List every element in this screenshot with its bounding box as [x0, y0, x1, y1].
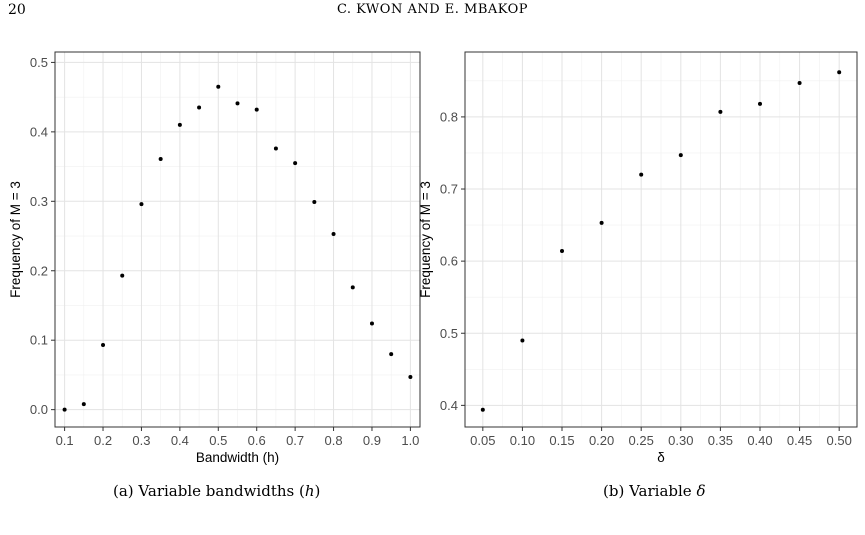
- x-tick-label: 0.5: [209, 433, 227, 448]
- y-tick-label: 0.2: [30, 263, 48, 278]
- data-point: [216, 84, 221, 89]
- x-tick-label: 0.4: [171, 433, 189, 448]
- data-point: [331, 231, 336, 236]
- y-tick-label: 0.4: [30, 124, 48, 139]
- data-point: [235, 101, 240, 106]
- y-tick-label: 0.5: [440, 326, 458, 341]
- x-tick-label: 0.7: [286, 433, 304, 448]
- data-point: [158, 156, 163, 161]
- x-tick-label: 0.05: [470, 433, 495, 448]
- x-tick-label: 0.50: [827, 433, 852, 448]
- y-tick-label: 0.8: [440, 109, 458, 124]
- x-tick-label: 0.40: [747, 433, 772, 448]
- data-point: [678, 153, 683, 158]
- data-point: [293, 161, 298, 166]
- caption-a-prefix: (a) Variable bandwidths (: [113, 482, 305, 500]
- data-point: [120, 273, 125, 278]
- data-point: [312, 200, 317, 204]
- data-point: [599, 220, 604, 225]
- data-point: [837, 70, 842, 75]
- x-tick-label: 0.15: [549, 433, 574, 448]
- data-point: [273, 146, 278, 151]
- data-point: [369, 321, 374, 326]
- y-tick-label: 0.5: [30, 55, 48, 70]
- x-tick-label: 0.3: [132, 433, 150, 448]
- data-point: [480, 407, 485, 412]
- x-axis-title: Bandwidth (h): [196, 450, 279, 465]
- data-point: [639, 172, 644, 177]
- y-tick-label: 0.3: [30, 194, 48, 209]
- data-point: [139, 202, 144, 207]
- data-point: [197, 105, 202, 110]
- x-tick-label: 0.30: [668, 433, 693, 448]
- data-point: [177, 122, 182, 127]
- x-tick-label: 0.25: [629, 433, 654, 448]
- y-tick-label: 0.0: [30, 402, 48, 417]
- data-point: [62, 407, 67, 412]
- data-point: [718, 109, 723, 114]
- data-point: [757, 101, 762, 106]
- x-tick-label: 0.1: [56, 433, 74, 448]
- data-point: [797, 81, 802, 86]
- x-tick-label: 0.9: [363, 433, 381, 448]
- y-tick-label: 0.6: [440, 254, 458, 269]
- caption-a: (a) Variable bandwidths (h): [113, 482, 320, 500]
- y-tick-label: 0.4: [440, 398, 458, 413]
- y-tick-label: 0.7: [440, 182, 458, 197]
- data-point: [81, 402, 86, 407]
- x-tick-label: 0.6: [248, 433, 266, 448]
- data-point: [389, 352, 394, 357]
- caption-b-prefix: (b) Variable: [603, 482, 697, 500]
- y-tick-label: 0.1: [30, 333, 48, 348]
- data-point: [254, 107, 259, 112]
- x-axis-title: δ: [657, 450, 665, 465]
- chart-delta: 0.05 0.10 0.15 0.20 0.25 0.30 0.35 0.40 0.45 0.50…: [418, 51, 858, 465]
- caption-a-suffix: ): [314, 482, 321, 500]
- x-tick-label: 1.0: [401, 433, 419, 448]
- x-tick-label: 0.35: [708, 433, 733, 448]
- x-tick-label: 0.10: [510, 433, 535, 448]
- x-tick-label: 0.8: [325, 433, 343, 448]
- data-point: [560, 249, 565, 254]
- running-header: C. KWON AND E. MBAKOP: [336, 2, 529, 17]
- data-point: [520, 338, 525, 343]
- x-tick-label: 0.2: [94, 433, 112, 448]
- x-tick-label: 0.45: [787, 433, 812, 448]
- page-number: 20: [8, 2, 26, 18]
- data-point: [408, 375, 413, 379]
- caption-a-math: h: [304, 482, 315, 500]
- data-point: [350, 285, 355, 290]
- y-axis-title: Frequency of M = 3: [418, 181, 433, 298]
- plot-border: [54, 51, 421, 428]
- chart-bandwidth: 0.1 0.2 0.3 0.4 0.5 0.6 0.7 0.8 0.9 1.0 0.0 0.1 0.2 0…: [8, 51, 421, 465]
- x-tick-label: 0.20: [589, 433, 614, 448]
- caption-b-math: δ: [696, 482, 706, 500]
- data-point: [101, 343, 106, 348]
- plot-border: [464, 51, 858, 428]
- y-axis-title: Frequency of M = 3: [8, 181, 23, 298]
- caption-b: (b) Variable δ: [603, 482, 705, 500]
